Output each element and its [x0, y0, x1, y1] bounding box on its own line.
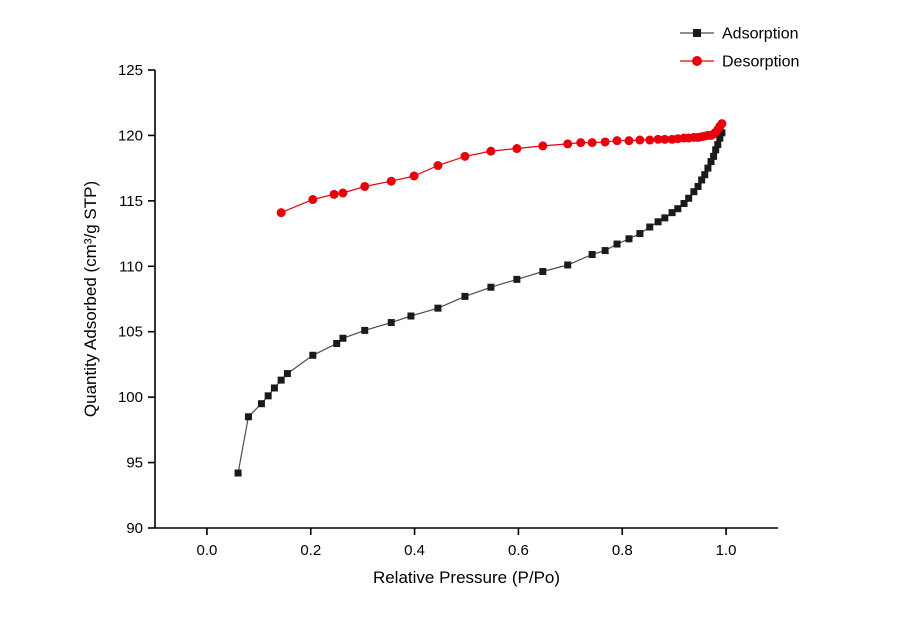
x-axis-title: Relative Pressure (P/Po): [373, 568, 560, 587]
y-tick-label: 90: [126, 520, 143, 537]
marker: [512, 144, 522, 154]
y-tick-label: 120: [118, 127, 143, 144]
marker: [698, 176, 706, 184]
marker: [661, 214, 669, 222]
legend-label: Adsorption: [722, 26, 799, 43]
x-tick-label: 0.8: [612, 542, 633, 559]
marker: [653, 134, 663, 144]
marker: [636, 230, 644, 238]
y-tick-label: 105: [118, 324, 143, 341]
marker: [674, 205, 682, 213]
x-axis-ticks: 0.0 0.2 0.4 0.6 0.8 1.0: [196, 528, 737, 559]
marker: [714, 141, 722, 149]
marker: [460, 151, 470, 161]
marker: [710, 152, 718, 160]
marker: [564, 261, 572, 269]
marker: [538, 141, 548, 151]
marker: [600, 137, 610, 147]
marker: [624, 136, 634, 146]
marker: [587, 138, 597, 148]
marker: [668, 209, 676, 217]
marker: [513, 275, 521, 283]
marker: [333, 339, 341, 347]
marker: [701, 171, 709, 179]
x-tick-label: 0.0: [196, 542, 217, 559]
marker: [685, 194, 693, 202]
marker: [539, 268, 547, 276]
marker: [635, 135, 645, 145]
legend-item-desorption: Desorption: [680, 54, 799, 71]
marker: [707, 158, 715, 166]
marker: [625, 235, 633, 243]
marker: [234, 469, 242, 477]
marker: [690, 188, 698, 196]
marker: [270, 384, 278, 392]
legend-item-adsorption: Adsorption: [680, 26, 799, 43]
marker: [613, 240, 621, 248]
series-desorption: [276, 119, 727, 218]
marker: [645, 135, 655, 145]
x-tick-label: 0.4: [404, 542, 425, 559]
y-tick-label: 100: [118, 389, 143, 406]
marker: [386, 176, 396, 186]
marker: [461, 292, 469, 300]
legend-label: Desorption: [722, 54, 799, 71]
marker: [576, 138, 586, 148]
marker: [704, 164, 712, 172]
series-adsorption: [234, 129, 726, 477]
y-tick-label: 110: [119, 258, 143, 275]
marker: [486, 146, 496, 156]
marker: [433, 161, 443, 171]
y-tick-label: 115: [119, 193, 143, 210]
marker: [487, 283, 495, 291]
series-line: [237, 132, 723, 474]
marker: [407, 312, 415, 320]
marker: [601, 247, 609, 255]
x-tick-label: 0.6: [508, 542, 529, 559]
marker: [361, 326, 369, 334]
marker: [309, 351, 317, 359]
y-tick-label: 95: [126, 455, 143, 472]
marker: [716, 134, 724, 142]
y-tick-label: 125: [118, 62, 143, 79]
marker: [277, 376, 285, 384]
marker: [717, 119, 727, 129]
marker: [276, 208, 286, 218]
marker: [338, 188, 348, 198]
x-tick-label: 0.2: [300, 542, 321, 559]
marker: [329, 189, 339, 199]
marker: [257, 400, 265, 408]
marker: [563, 139, 573, 149]
marker: [660, 134, 670, 144]
marker: [646, 223, 654, 231]
marker: [612, 136, 622, 146]
marker: [588, 251, 596, 259]
marker: [339, 334, 347, 342]
marker: [718, 129, 726, 137]
legend-marker: [693, 29, 701, 37]
marker: [694, 182, 702, 190]
marker: [680, 199, 688, 207]
marker: [434, 304, 442, 312]
legend-marker: [692, 56, 702, 66]
y-axis-ticks: 90 95 100 105 110 115 120 125: [118, 62, 155, 537]
marker: [308, 195, 318, 205]
marker: [283, 370, 291, 378]
marker: [264, 392, 272, 400]
marker: [360, 181, 370, 191]
marker: [654, 218, 662, 226]
marker: [244, 413, 252, 421]
marker: [712, 146, 720, 154]
x-tick-label: 1.0: [716, 542, 737, 559]
legend: Adsorption Desorption: [680, 26, 799, 71]
marker: [409, 171, 419, 181]
marker: [387, 319, 395, 327]
y-axis-title: Quantity Adsorbed (cm³/g STP): [81, 181, 100, 417]
